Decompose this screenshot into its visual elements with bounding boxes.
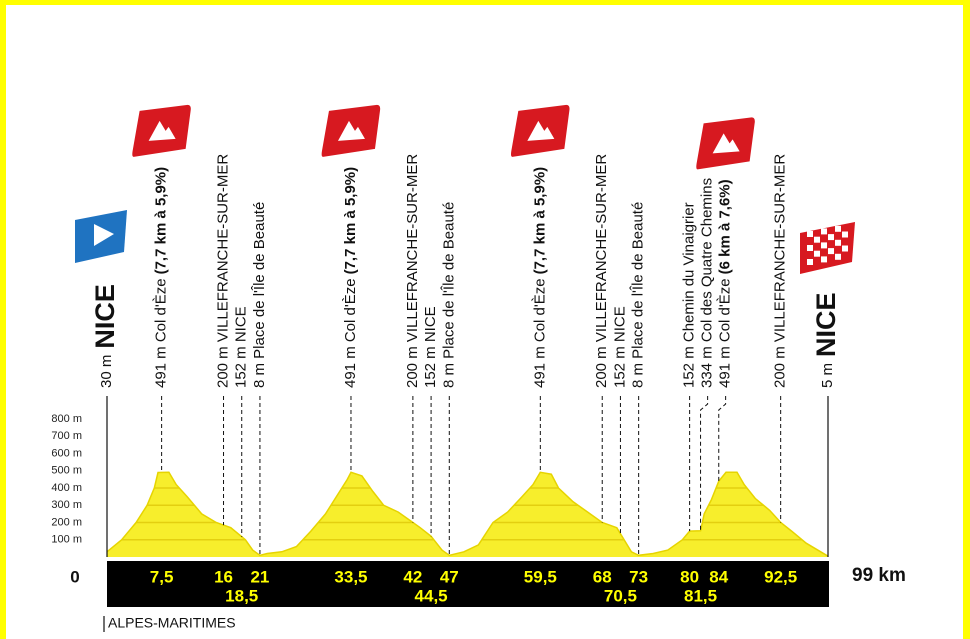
finish-check bbox=[828, 234, 834, 241]
finish-check bbox=[807, 245, 813, 251]
x-tick-label: 84 bbox=[709, 567, 728, 586]
x-tick-label: 21 bbox=[250, 567, 269, 586]
waypoint-guide bbox=[718, 396, 727, 482]
x-tick-label: 18,5 bbox=[225, 586, 258, 605]
x-tick-label: 59,5 bbox=[524, 567, 557, 586]
waypoint-detail: (6 km à 7,6%) bbox=[717, 179, 734, 274]
climb-icon bbox=[712, 133, 740, 154]
x-tick-label: 7,5 bbox=[150, 567, 174, 586]
waypoint-name: 152 m NICE bbox=[233, 306, 250, 388]
finish-badge bbox=[800, 222, 855, 274]
waypoint-label: 30 m NICE bbox=[90, 284, 120, 388]
finish-check bbox=[835, 253, 841, 260]
waypoint-label: 200 m VILLEFRANCHE-SUR-MER bbox=[772, 154, 789, 388]
finish-check bbox=[821, 242, 827, 249]
waypoint-detail: (7,7 km à 5,9%) bbox=[531, 167, 548, 275]
waypoint-name: 200 m VILLEFRANCHE-SUR-MER bbox=[404, 154, 421, 388]
waypoint-label: 8 m Place de l'Île de Beauté bbox=[440, 202, 457, 388]
waypoint-label: 8 m Place de l'Île de Beauté bbox=[630, 202, 647, 388]
finish-check bbox=[828, 248, 834, 255]
waypoint-label: 152 m NICE bbox=[233, 306, 250, 388]
x-tick-label: 42 bbox=[403, 567, 422, 586]
finish-check bbox=[821, 228, 827, 235]
climb-icon bbox=[148, 120, 176, 141]
finish-check bbox=[821, 256, 827, 263]
finish-check bbox=[835, 239, 841, 246]
waypoint-label: 200 m VILLEFRANCHE-SUR-MER bbox=[593, 154, 610, 388]
waypoint-detail: NICE bbox=[811, 292, 841, 357]
finish-check bbox=[807, 231, 813, 237]
waypoint-name: 30 m bbox=[98, 355, 115, 388]
y-tick-label: 500 m bbox=[51, 465, 82, 477]
x-tick-label: 33,5 bbox=[334, 567, 367, 586]
waypoint-name: 491 m Col d'Èze bbox=[342, 278, 359, 388]
waypoint-name: 5 m bbox=[819, 363, 836, 388]
x-tick-label: 70,5 bbox=[604, 586, 637, 605]
finish-check bbox=[835, 225, 841, 232]
waypoint-detail: (7,7 km à 5,9%) bbox=[342, 167, 359, 275]
waypoint-detail: NICE bbox=[90, 284, 120, 349]
waypoint-name: 152 m Chemin du Vinaigrier bbox=[681, 202, 698, 388]
department: ALPES-MARITIMES bbox=[108, 615, 236, 631]
x-tick-label: 16 bbox=[214, 567, 233, 586]
waypoint-name: 8 m Place de l'Île de Beauté bbox=[251, 202, 268, 388]
waypoint-guide bbox=[700, 396, 709, 531]
waypoint-label: 8 m Place de l'Île de Beauté bbox=[251, 202, 268, 388]
waypoint-label: 200 m VILLEFRANCHE-SUR-MER bbox=[214, 154, 231, 388]
waypoint-name: 8 m Place de l'Île de Beauté bbox=[440, 202, 457, 388]
y-tick-label: 800 m bbox=[51, 413, 82, 425]
x-tick-label: 68 bbox=[593, 567, 612, 586]
waypoint-label: 152 m NICE bbox=[422, 306, 439, 388]
finish-check bbox=[842, 245, 848, 252]
finish-check bbox=[807, 259, 813, 265]
waypoint-name: 200 m VILLEFRANCHE-SUR-MER bbox=[772, 154, 789, 388]
finish-check bbox=[842, 231, 848, 238]
x-tick-label: 80 bbox=[680, 567, 699, 586]
y-tick-label: 200 m bbox=[51, 516, 82, 528]
distance-band bbox=[107, 561, 829, 607]
climb-icon bbox=[527, 120, 555, 141]
waypoint-name: 491 m Col d'Èze bbox=[531, 278, 548, 388]
y-tick-label: 300 m bbox=[51, 499, 82, 511]
y-tick-label: 700 m bbox=[51, 430, 82, 442]
x-tick-label: 92,5 bbox=[764, 567, 797, 586]
waypoint-name: 491 m Col d'Èze bbox=[717, 278, 734, 388]
waypoint-label: 491 m Col d'Èze (7,7 km à 5,9%) bbox=[342, 167, 359, 388]
x-tick-label: 47 bbox=[440, 567, 459, 586]
waypoint-detail: (7,7 km à 5,9%) bbox=[153, 167, 170, 275]
x-tick-label: 81,5 bbox=[684, 586, 717, 605]
waypoint-name: 491 m Col d'Èze bbox=[153, 278, 170, 388]
waypoint-label: 491 m Col d'Èze (6 km à 7,6%) bbox=[717, 179, 734, 388]
waypoint-name: 200 m VILLEFRANCHE-SUR-MER bbox=[593, 154, 610, 388]
waypoint-label: 5 m NICE bbox=[811, 292, 841, 388]
waypoint-label: 152 m NICE bbox=[611, 306, 628, 388]
start-icon bbox=[94, 224, 114, 246]
waypoint-name: 152 m NICE bbox=[422, 306, 439, 388]
waypoint-label: 491 m Col d'Èze (7,7 km à 5,9%) bbox=[531, 167, 548, 388]
elevation-profile bbox=[106, 471, 829, 557]
y-tick-label: 600 m bbox=[51, 447, 82, 459]
elevation-area bbox=[107, 472, 828, 557]
finish-check bbox=[814, 250, 820, 257]
x-tick-label: 44,5 bbox=[415, 586, 448, 605]
y-tick-label: 100 m bbox=[51, 534, 82, 546]
x-tick-label: 99 km bbox=[852, 565, 906, 586]
x-tick-label: 73 bbox=[629, 567, 648, 586]
waypoint-label: 200 m VILLEFRANCHE-SUR-MER bbox=[404, 154, 421, 388]
waypoint-label: 334 m Col des Quatre Chemins bbox=[699, 178, 716, 388]
waypoint-label: 491 m Col d'Èze (7,7 km à 5,9%) bbox=[153, 167, 170, 388]
x-tick-label: 0 bbox=[70, 567, 79, 586]
y-tick-label: 400 m bbox=[51, 482, 82, 494]
waypoint-label: 152 m Chemin du Vinaigrier bbox=[681, 202, 698, 388]
waypoint-name: 8 m Place de l'Île de Beauté bbox=[630, 202, 647, 388]
climb-icon bbox=[337, 120, 365, 141]
waypoint-name: 200 m VILLEFRANCHE-SUR-MER bbox=[214, 154, 231, 388]
waypoint-name: 152 m NICE bbox=[611, 306, 628, 388]
finish-check bbox=[814, 236, 820, 243]
waypoint-name: 334 m Col des Quatre Chemins bbox=[699, 178, 716, 388]
